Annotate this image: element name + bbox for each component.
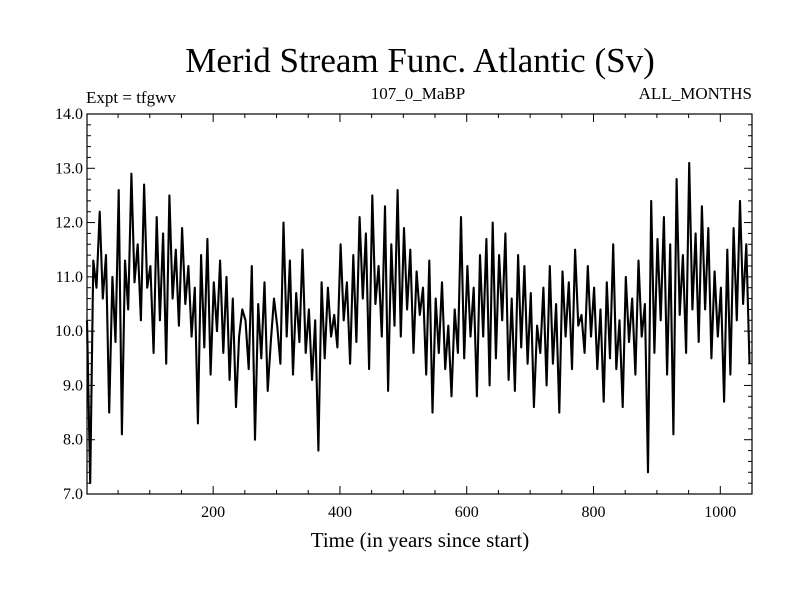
plot-frame bbox=[86, 113, 753, 495]
y-tick-label: 12.0 bbox=[55, 215, 83, 232]
y-tick-label: 8.0 bbox=[63, 432, 83, 449]
y-tick-label: 14.0 bbox=[55, 106, 83, 123]
subtitle-experiment: Expt = tfgwv bbox=[86, 88, 176, 107]
x-tick-label: 800 bbox=[582, 504, 606, 521]
x-tick-label: 400 bbox=[328, 504, 352, 521]
subtitle-period: 107_0_MaBP bbox=[371, 84, 465, 103]
y-tick-label: 10.0 bbox=[55, 323, 83, 340]
series-line bbox=[85, 161, 751, 485]
x-tick-label: 600 bbox=[455, 504, 479, 521]
x-axis: 200 400 600 800 1000 bbox=[117, 114, 753, 521]
y-tick-label: 7.0 bbox=[63, 486, 83, 503]
x-axis-label: Time (in years since start) bbox=[311, 528, 530, 552]
x-tick-label: 1000 bbox=[704, 504, 736, 521]
y-tick-label: 13.0 bbox=[55, 160, 83, 177]
y-tick-label: 9.0 bbox=[63, 377, 83, 394]
y-tick-label: 11.0 bbox=[56, 269, 83, 286]
subtitle-months: ALL_MONTHS bbox=[639, 84, 752, 103]
x-tick-label: 200 bbox=[201, 504, 225, 521]
chart-title: Merid Stream Func. Atlantic (Sv) bbox=[185, 41, 655, 80]
